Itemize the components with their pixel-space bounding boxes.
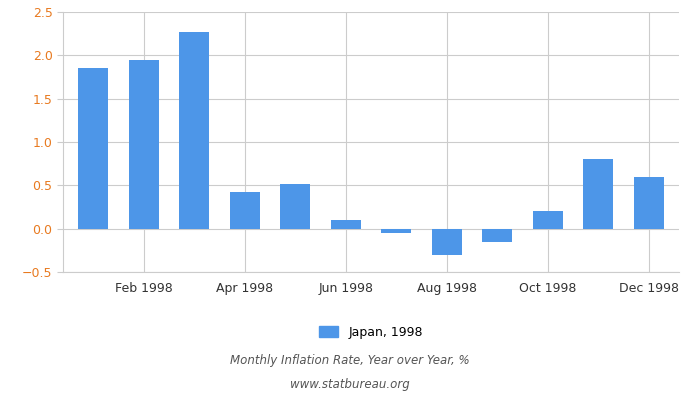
Bar xyxy=(533,211,563,229)
Text: www.statbureau.org: www.statbureau.org xyxy=(290,378,410,391)
Text: Monthly Inflation Rate, Year over Year, %: Monthly Inflation Rate, Year over Year, … xyxy=(230,354,470,367)
Bar xyxy=(280,184,310,229)
Bar xyxy=(634,177,664,229)
Bar xyxy=(583,159,613,229)
Bar xyxy=(179,32,209,229)
Bar xyxy=(482,229,512,242)
Legend: Japan, 1998: Japan, 1998 xyxy=(314,321,428,344)
Bar xyxy=(129,60,159,229)
Bar xyxy=(230,192,260,229)
Bar xyxy=(330,220,361,229)
Bar xyxy=(432,229,462,255)
Bar xyxy=(78,68,108,229)
Bar xyxy=(381,229,412,233)
